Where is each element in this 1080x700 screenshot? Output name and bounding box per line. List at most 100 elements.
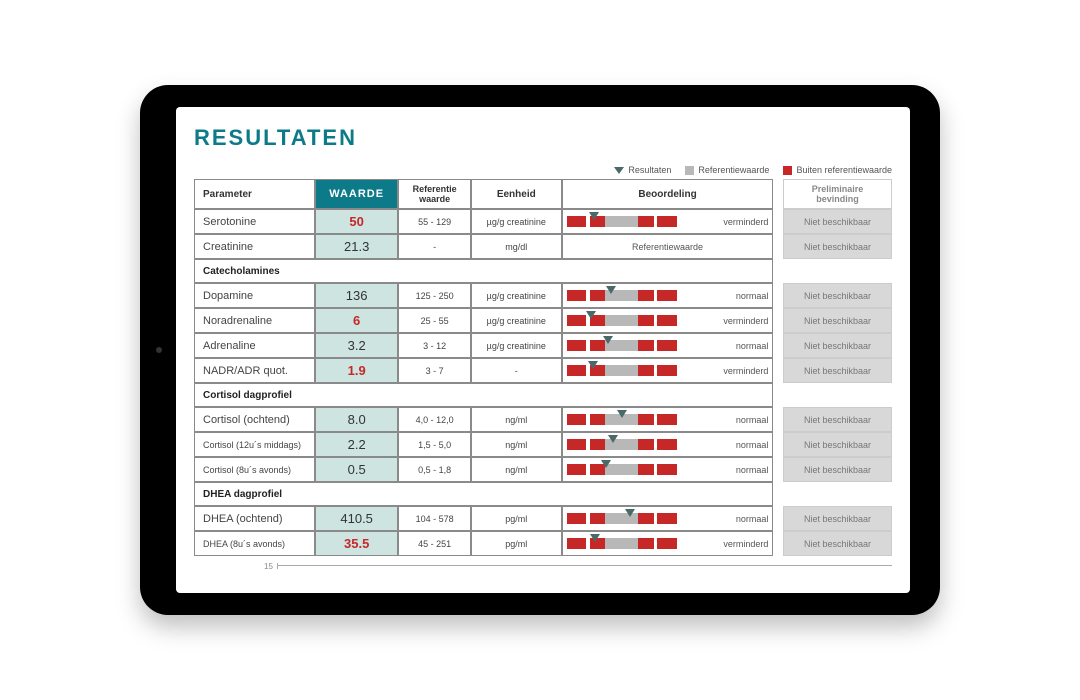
assessment-label: verminderd bbox=[718, 217, 768, 227]
col-parameter: Parameter bbox=[194, 179, 315, 209]
table-row: NADR/ADR quot.1.93 - 7-verminderdNiet be… bbox=[194, 358, 892, 383]
prelim-cell: Niet beschikbaar bbox=[783, 333, 892, 358]
reference-cell: 1,5 - 5,0 bbox=[398, 432, 471, 457]
table-row: Serotonine5055 - 129µg/g creatinine vermi… bbox=[194, 209, 892, 234]
range-bar bbox=[567, 414, 677, 425]
parameter-cell: Noradrenaline bbox=[194, 308, 315, 333]
assessment-wrap: normaal bbox=[567, 340, 769, 351]
empty-cell bbox=[783, 383, 892, 407]
assessment-label: verminderd bbox=[718, 539, 768, 549]
assessment-wrap: verminderd bbox=[567, 365, 769, 376]
legend-resultaten: Resultaten bbox=[614, 165, 671, 175]
col-gap bbox=[773, 179, 783, 209]
marker-icon bbox=[590, 534, 600, 542]
reference-cell: 0,5 - 1,8 bbox=[398, 457, 471, 482]
parameter-cell: NADR/ADR quot. bbox=[194, 358, 315, 383]
assessment-wrap: verminderd bbox=[567, 315, 769, 326]
marker-icon bbox=[586, 311, 596, 319]
assessment-label: normaal bbox=[718, 341, 768, 351]
prelim-cell: Niet beschikbaar bbox=[783, 457, 892, 482]
reference-cell: 55 - 129 bbox=[398, 209, 471, 234]
reference-cell: 104 - 578 bbox=[398, 506, 471, 531]
parameter-cell: DHEA (ochtend) bbox=[194, 506, 315, 531]
prelim-cell: Niet beschikbaar bbox=[783, 531, 892, 556]
marker-icon bbox=[625, 509, 635, 517]
parameter-cell: Cortisol (12u´s middags) bbox=[194, 432, 315, 457]
unit-cell: - bbox=[471, 358, 562, 383]
gap-cell bbox=[773, 383, 783, 407]
unit-cell: mg/dl bbox=[471, 234, 562, 259]
prelim-cell: Niet beschikbaar bbox=[783, 506, 892, 531]
gap-cell bbox=[773, 234, 783, 259]
table-row: Cortisol (12u´s middags)2.21,5 - 5,0ng/m… bbox=[194, 432, 892, 457]
range-bar bbox=[567, 340, 677, 351]
prelim-cell: Niet beschikbaar bbox=[783, 308, 892, 333]
unit-cell: µg/g creatinine bbox=[471, 209, 562, 234]
assessment-cell: normaal bbox=[562, 457, 774, 482]
value-cell: 8.0 bbox=[315, 407, 398, 432]
assessment-label: normaal bbox=[718, 291, 768, 301]
range-bar bbox=[567, 315, 677, 326]
value-cell: 35.5 bbox=[315, 531, 398, 556]
results-table: Parameter WAARDE Referentie waarde Eenhe… bbox=[194, 179, 892, 556]
section-label: Cortisol dagprofiel bbox=[194, 383, 773, 407]
assessment-cell: normaal bbox=[562, 333, 774, 358]
marker-icon bbox=[617, 410, 627, 418]
table-row: Adrenaline3.23 - 12µg/g creatininenormaa… bbox=[194, 333, 892, 358]
value-cell: 410.5 bbox=[315, 506, 398, 531]
range-bar bbox=[567, 464, 677, 475]
value-cell: 0.5 bbox=[315, 457, 398, 482]
range-bar bbox=[567, 513, 677, 524]
gap-cell bbox=[773, 432, 783, 457]
empty-cell bbox=[783, 259, 892, 283]
assessment-label: verminderd bbox=[718, 366, 768, 376]
assessment-cell: verminderd bbox=[562, 209, 774, 234]
reference-cell: 3 - 12 bbox=[398, 333, 471, 358]
value-cell: 50 bbox=[315, 209, 398, 234]
reference-cell: 3 - 7 bbox=[398, 358, 471, 383]
prelim-cell: Niet beschikbaar bbox=[783, 209, 892, 234]
reference-cell: 4,0 - 12,0 bbox=[398, 407, 471, 432]
unit-cell: ng/ml bbox=[471, 457, 562, 482]
axis-line bbox=[277, 565, 892, 569]
legend-label: Resultaten bbox=[628, 165, 671, 175]
range-bar bbox=[567, 365, 677, 376]
col-eenheid: Eenheid bbox=[471, 179, 562, 209]
assessment-wrap: verminderd bbox=[567, 538, 769, 549]
assessment-label: normaal bbox=[718, 514, 768, 524]
section-label: DHEA dagprofiel bbox=[194, 482, 773, 506]
unit-cell: pg/ml bbox=[471, 506, 562, 531]
gap-cell bbox=[773, 482, 783, 506]
page-title: RESULTATEN bbox=[194, 125, 892, 151]
legend-referentie: Referentiewaarde bbox=[685, 165, 769, 175]
table-row: Creatinine21.3-mg/dlReferentiewaardeNiet… bbox=[194, 234, 892, 259]
tablet-frame: RESULTATEN Resultaten Referentiewaarde B… bbox=[140, 85, 940, 615]
prelim-cell: Niet beschikbaar bbox=[783, 234, 892, 259]
assessment-wrap: normaal bbox=[567, 290, 769, 301]
assessment-cell: normaal bbox=[562, 506, 774, 531]
gap-cell bbox=[773, 358, 783, 383]
unit-cell: ng/ml bbox=[471, 432, 562, 457]
table-row: Dopamine136125 - 250µg/g creatininenorma… bbox=[194, 283, 892, 308]
col-beoordeling: Beoordeling bbox=[562, 179, 774, 209]
marker-icon bbox=[603, 336, 613, 344]
assessment-cell: normaal bbox=[562, 283, 774, 308]
assessment-cell: normaal bbox=[562, 432, 774, 457]
footer-axis: 15 bbox=[194, 562, 892, 571]
range-bar bbox=[567, 290, 677, 301]
gap-cell bbox=[773, 506, 783, 531]
col-waarde: WAARDE bbox=[315, 179, 398, 209]
parameter-cell: Creatinine bbox=[194, 234, 315, 259]
assessment-label: normaal bbox=[718, 415, 768, 425]
value-cell: 1.9 bbox=[315, 358, 398, 383]
section-row: DHEA dagprofiel bbox=[194, 482, 892, 506]
marker-icon bbox=[606, 286, 616, 294]
marker-icon bbox=[601, 460, 611, 468]
legend: Resultaten Referentiewaarde Buiten refer… bbox=[194, 165, 892, 175]
unit-cell: µg/g creatinine bbox=[471, 308, 562, 333]
range-bar bbox=[567, 216, 677, 227]
assessment-cell: verminderd bbox=[562, 308, 774, 333]
reference-cell: 125 - 250 bbox=[398, 283, 471, 308]
header-row: Parameter WAARDE Referentie waarde Eenhe… bbox=[194, 179, 892, 209]
parameter-cell: Serotonine bbox=[194, 209, 315, 234]
